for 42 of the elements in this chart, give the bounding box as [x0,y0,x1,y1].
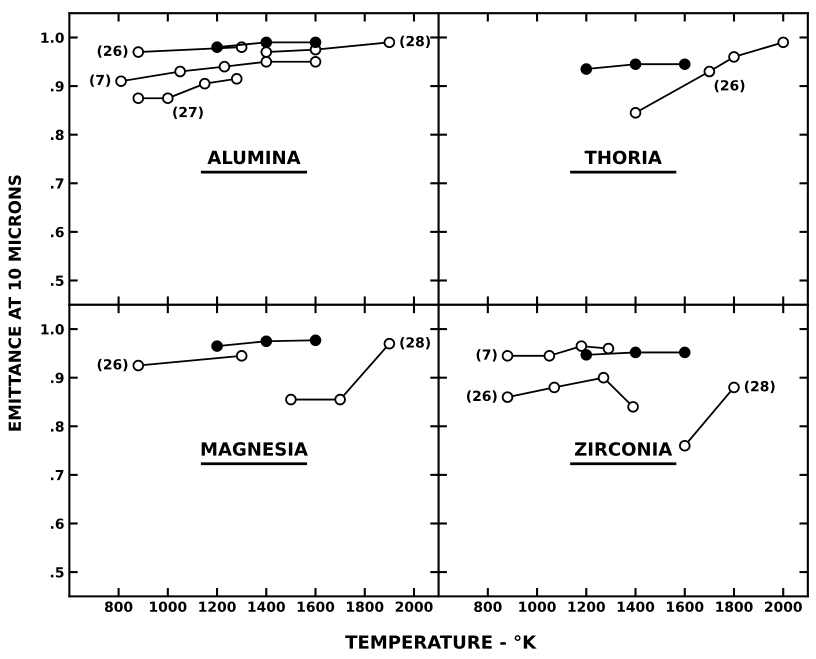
y-tick-label: .5 [50,567,64,578]
y-tick-label: .6 [50,226,64,238]
x-tick-label: 1800 [346,602,384,612]
annotation: (7) [90,74,110,87]
y-tick-label: 1.0 [41,324,64,335]
x-axis-title: TEMPERATURE - °K [345,635,537,649]
annotation: THORIA [584,150,662,164]
annotation: (26) [466,390,497,403]
x-tick-label: 1200 [199,602,236,612]
y-tick-label: .7 [50,178,64,189]
annotation: MAGNESIA [202,442,308,456]
annotation: (28) [400,336,430,350]
x-tick-label: 1600 [298,602,334,612]
annotation: (27) [173,106,203,119]
annotation: ALUMINA [207,150,301,164]
x-tick-label: 1000 [150,602,186,612]
annotation: (26) [714,80,744,92]
y-tick-label: .9 [50,372,64,384]
x-tick-label: 1400 [618,602,654,612]
x-tick-label: 1800 [716,602,753,612]
annotation: (26) [98,45,128,58]
annotation: (28) [744,380,775,394]
x-tick-label: 1400 [248,602,285,612]
x-tick-label: 1200 [568,602,605,612]
x-tick-label: 800 [104,602,132,612]
x-tick-label: 2000 [764,602,802,612]
annotation: (7) [476,349,497,362]
x-tick-label: 1000 [519,602,556,612]
x-tick-label: 800 [474,602,502,612]
y-tick-label: .6 [50,518,64,529]
annotation: ZIRCONIA [574,442,672,456]
y-tick-label: .8 [50,421,64,432]
x-tick-label: 2000 [396,602,433,612]
y-tick-label: 1.0 [41,32,64,43]
y-axis-title: EMITTANCE AT 10 MICRONS [8,175,22,431]
y-tick-label: .5 [50,276,64,286]
y-tick-label: .9 [50,81,64,92]
y-tick-label: .8 [50,130,64,140]
y-tick-label: .7 [50,470,64,480]
annotation: (28) [400,36,430,48]
annotation: (26) [98,358,128,372]
x-tick-label: 1600 [667,602,704,612]
